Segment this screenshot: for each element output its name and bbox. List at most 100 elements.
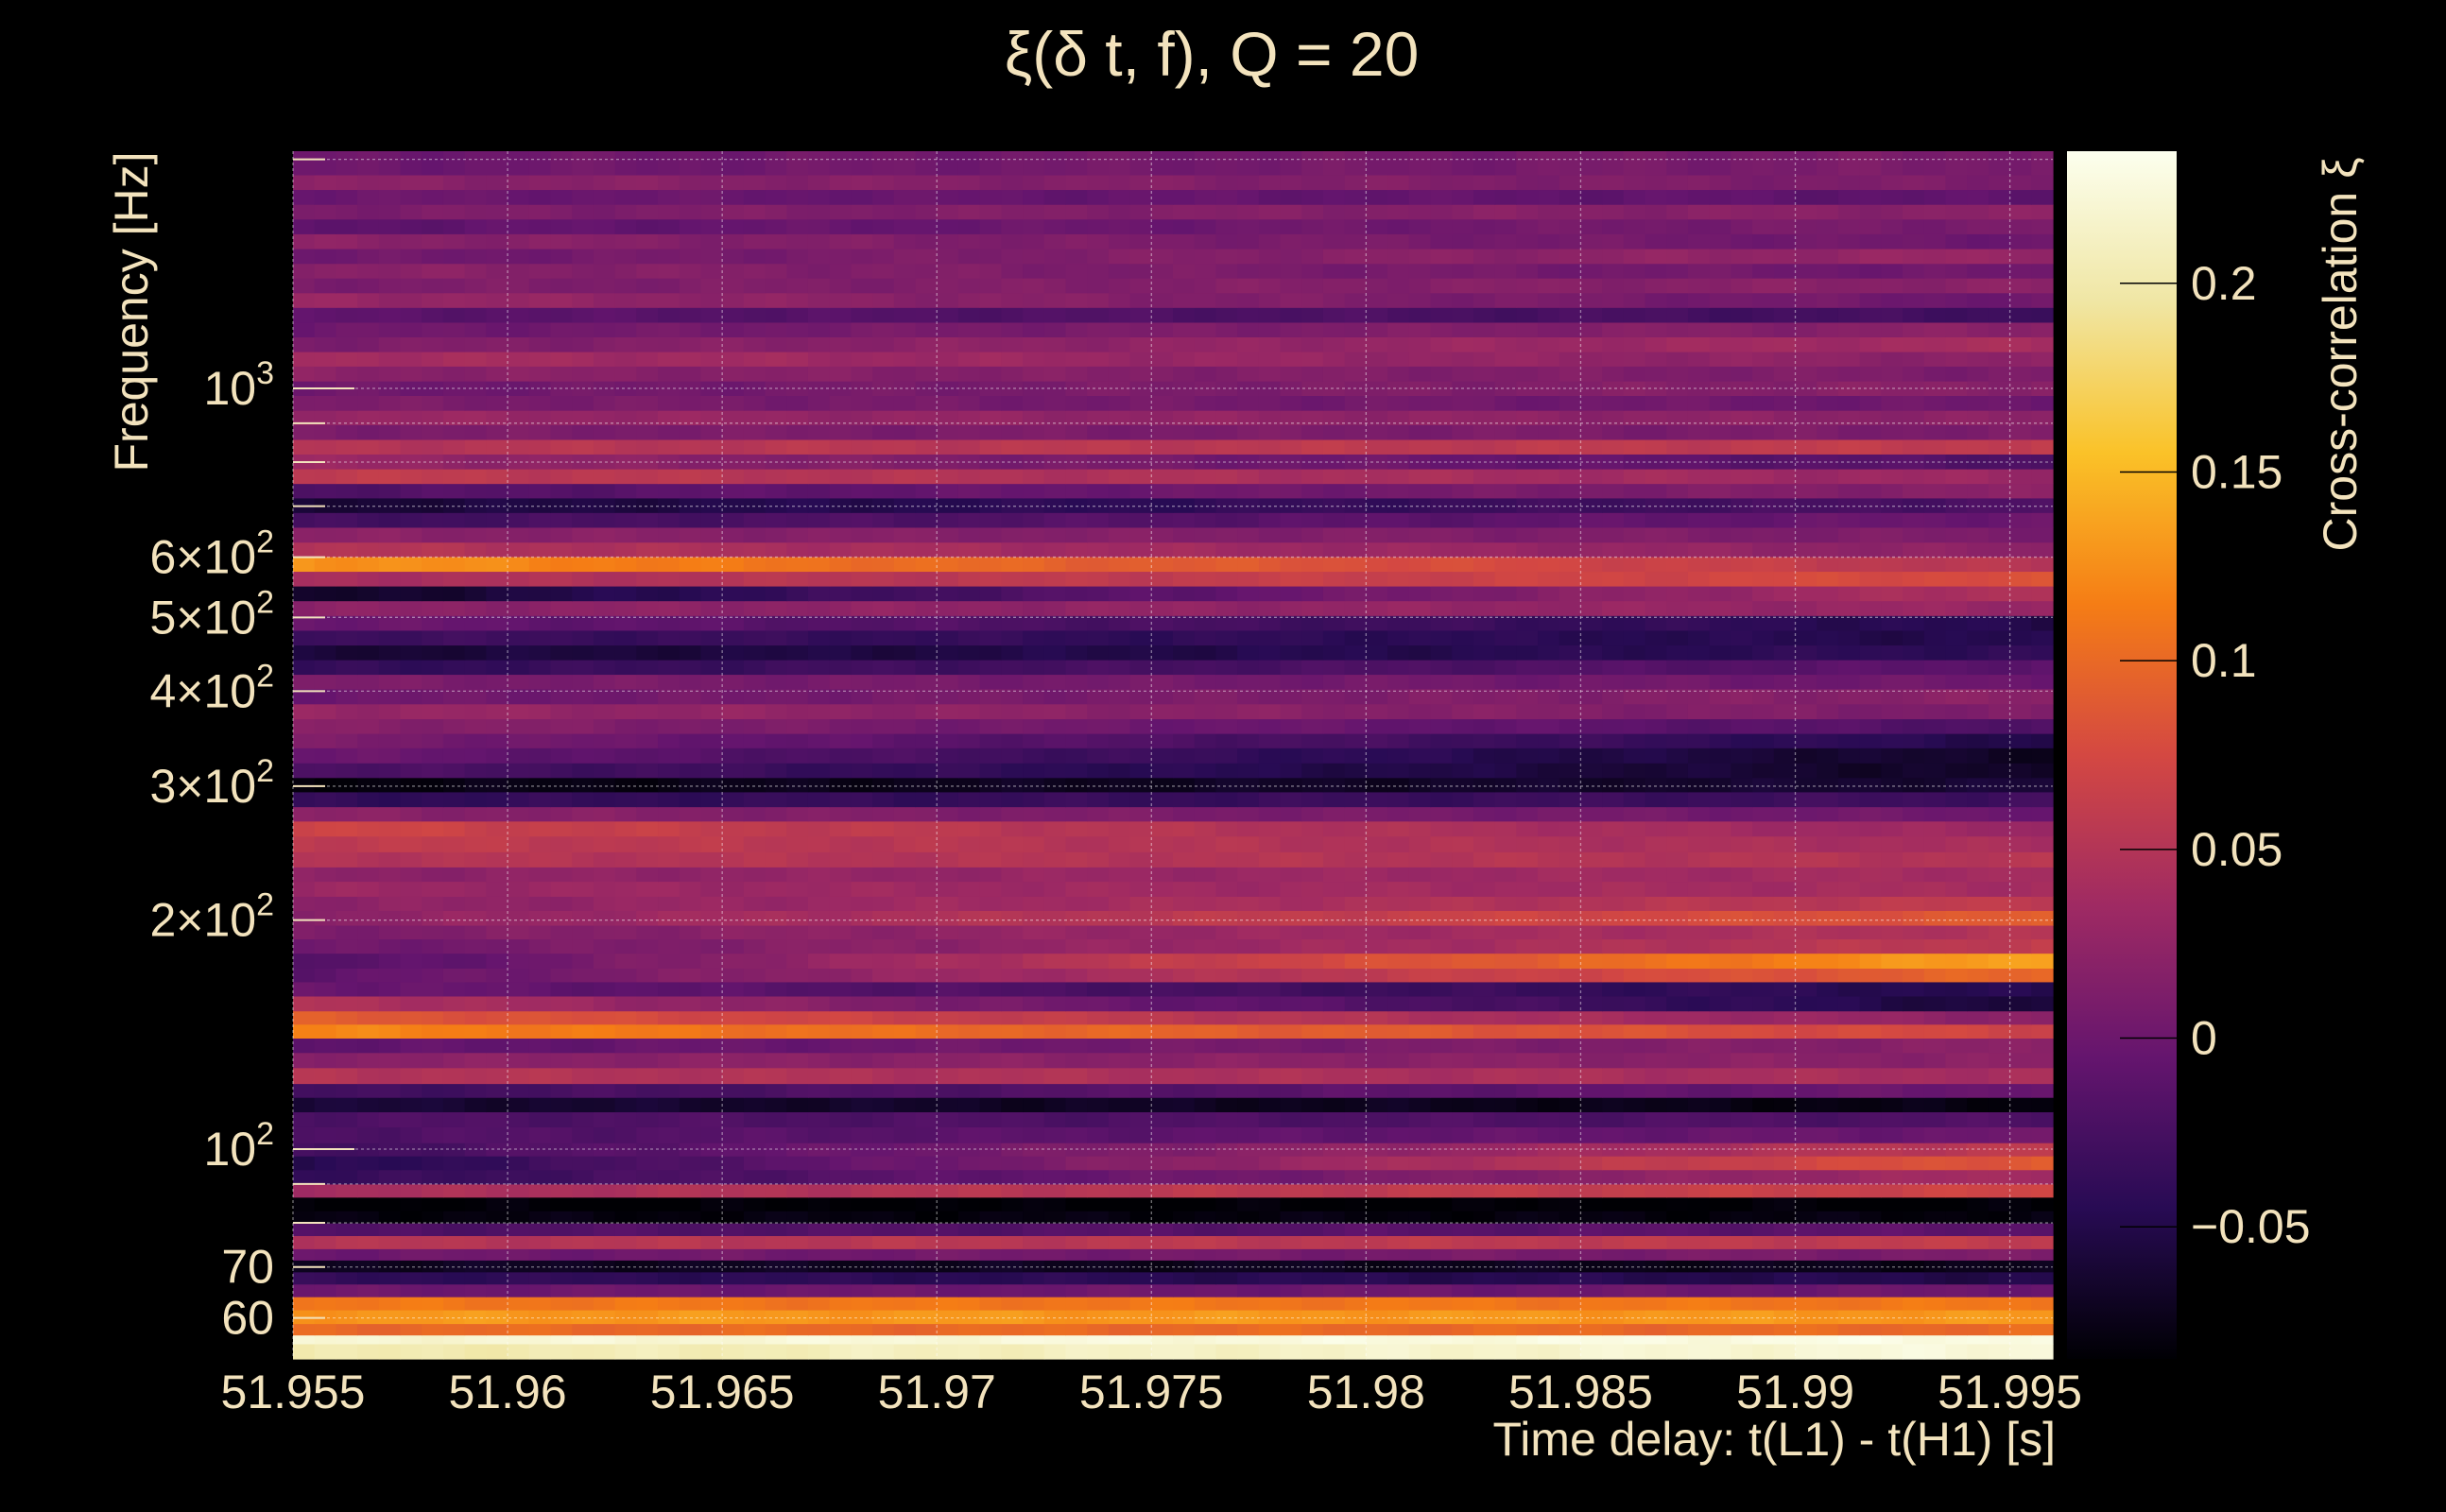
heatmap-cell [1408, 1334, 1432, 1345]
heatmap-cell [357, 924, 380, 940]
heatmap-cell [1173, 1211, 1196, 1224]
heatmap-cell [1237, 497, 1260, 513]
heatmap-cell [1215, 703, 1238, 720]
heatmap-cell [1001, 586, 1024, 602]
heatmap-cell [336, 995, 358, 1012]
heatmap-cell [1215, 1067, 1238, 1085]
heatmap-cell [765, 1248, 787, 1261]
heatmap-cell [1408, 497, 1432, 513]
heatmap-cell [636, 541, 659, 558]
heatmap-cell [679, 881, 702, 897]
heatmap-cell [679, 806, 702, 822]
heatmap-cell [2031, 1235, 2054, 1249]
heatmap-cell [1494, 497, 1517, 513]
heatmap-cell [464, 674, 487, 690]
heatmap-cell [1087, 512, 1110, 528]
heatmap-cell [528, 777, 552, 793]
heatmap-cell [1344, 586, 1367, 602]
heatmap-cell [1837, 1169, 1861, 1185]
heatmap-cell [1215, 763, 1238, 779]
heatmap-cell [1194, 1067, 1217, 1085]
heatmap-cell [572, 867, 594, 883]
heatmap-cell [1258, 1067, 1282, 1085]
heatmap-cell [722, 571, 745, 587]
heatmap-cell [1773, 995, 1797, 1012]
heatmap-cell [1903, 1297, 1925, 1311]
heatmap-cell [1430, 660, 1453, 676]
heatmap-cell [807, 1235, 831, 1249]
heatmap-cell [572, 995, 594, 1012]
heatmap-cell [1237, 968, 1260, 983]
heatmap-cell [1430, 541, 1453, 558]
heatmap-cell [1903, 867, 1925, 883]
heatmap-cell [893, 763, 917, 779]
heatmap-cell [593, 1083, 616, 1098]
heatmap-cell [508, 995, 530, 1012]
heatmap-cell [722, 1297, 745, 1311]
heatmap-cell [1366, 571, 1388, 587]
heatmap-cell [378, 1211, 402, 1224]
heatmap-cell [937, 938, 959, 954]
heatmap-cell [1108, 1169, 1131, 1185]
heatmap-cell [1215, 938, 1238, 954]
heatmap-cell [937, 644, 959, 661]
heatmap-cell [829, 1023, 852, 1039]
heatmap-cell [1108, 718, 1131, 734]
heatmap-cell [1903, 777, 1925, 793]
heatmap-cell [1173, 1196, 1196, 1211]
heatmap-cell [1687, 541, 1711, 558]
heatmap-cell [1280, 1067, 1302, 1085]
heatmap-cell [1837, 1297, 1861, 1311]
heatmap-cell [872, 571, 895, 587]
heatmap-cell [1280, 1323, 1302, 1336]
heatmap-cell [1408, 1038, 1432, 1054]
heatmap-cell [1430, 881, 1453, 897]
heatmap-cell [1065, 910, 1088, 926]
heatmap-cell [400, 968, 422, 983]
heatmap-cell [786, 820, 809, 837]
heatmap-cell [1258, 526, 1282, 543]
heatmap-cell [1795, 1196, 1817, 1211]
heatmap-cell [593, 835, 616, 852]
heatmap-cell [1538, 835, 1560, 852]
heatmap-cell [378, 1271, 402, 1285]
heatmap-cell [1516, 688, 1539, 705]
heatmap-cell [1301, 1309, 1324, 1325]
heatmap-cell [1817, 1309, 1839, 1325]
heatmap-cell [1687, 1067, 1711, 1085]
heatmap-cell [1773, 512, 1797, 528]
heatmap-cell [1001, 981, 1024, 997]
heatmap-cell [1538, 497, 1560, 513]
heatmap-cell [1473, 1334, 1496, 1345]
heatmap-cell [357, 777, 380, 793]
heatmap-cell [1859, 512, 1882, 528]
heatmap-cell [1129, 1283, 1152, 1297]
heatmap-cell [979, 1248, 1002, 1261]
heatmap-cell [1258, 703, 1282, 720]
heatmap-cell [1817, 1097, 1839, 1113]
heatmap-cell [1623, 1260, 1646, 1273]
heatmap-cell [1559, 1156, 1582, 1171]
heatmap-cell [357, 1038, 380, 1054]
heatmap-cell [1322, 1211, 1346, 1224]
heatmap-cell [851, 615, 873, 631]
heatmap-cell [357, 718, 380, 734]
heatmap-cell [1881, 820, 1903, 837]
heatmap-cell [1859, 995, 1882, 1012]
heatmap-cell [1023, 1343, 1045, 1360]
heatmap-cell [1301, 1343, 1324, 1360]
heatmap-cell [336, 644, 358, 661]
heatmap-cell [1945, 1023, 1968, 1039]
heatmap-cell [442, 1260, 466, 1273]
heatmap-cell [1151, 718, 1174, 734]
heatmap-cell [1687, 1323, 1711, 1336]
heatmap-cell [1043, 867, 1067, 883]
heatmap-cell [1173, 867, 1196, 883]
heatmap-cell [786, 924, 809, 940]
heatmap-cell [1043, 1323, 1067, 1336]
heatmap-cell [1752, 1334, 1775, 1345]
heatmap-cell [1988, 1323, 2011, 1336]
heatmap-cell [957, 571, 981, 587]
heatmap-cell [1602, 1235, 1625, 1249]
heatmap-cell [1580, 968, 1603, 983]
